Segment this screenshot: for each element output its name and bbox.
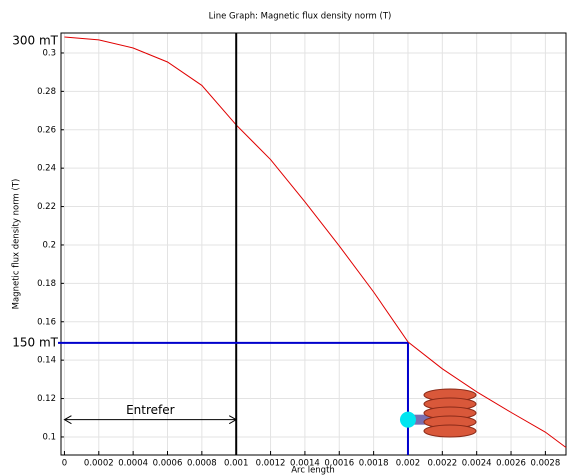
x-tick-label: 0.0016: [324, 459, 354, 469]
y-tick-label: 0.1: [42, 432, 56, 442]
x-tick-label: 0.0026: [496, 459, 526, 469]
y-tick-label: 0.22: [37, 202, 56, 212]
y-tick-label: 0.14: [37, 356, 56, 366]
coil-illustration: [399, 388, 477, 438]
annotation: 300 mT: [12, 34, 58, 48]
x-tick-label: 0.0022: [427, 459, 457, 469]
x-tick-label: 0.0028: [531, 459, 561, 469]
x-tick-label: 0.0006: [153, 459, 183, 469]
x-tick-label: 0.001: [224, 459, 248, 469]
x-tick-label: 0.0018: [359, 459, 389, 469]
x-tick-label: 0.002: [396, 459, 420, 469]
y-tick-label: 0.24: [37, 164, 56, 174]
x-tick-label: 0.0004: [118, 459, 148, 469]
y-tick-label: 0.12: [37, 394, 56, 404]
y-axis-label: Magnetic flux density norm (T): [12, 179, 22, 310]
arrow-head: [63, 415, 238, 425]
x-axis-label: Arc length: [291, 466, 335, 476]
y-tick-label: 0.16: [37, 317, 56, 327]
y-tick-label: 0.3: [42, 48, 56, 58]
x-tick-label: 0.0024: [462, 459, 492, 469]
x-tick-label: 0.0012: [256, 459, 286, 469]
plot-frame: [60, 32, 567, 456]
y-tick-label: 0.28: [37, 87, 56, 97]
probe-point: [399, 411, 416, 428]
data-line: [64, 36, 567, 448]
x-tick-label: 0: [62, 459, 67, 469]
y-tick-label: 0.2: [42, 240, 56, 250]
annotation: 150 mT: [12, 335, 58, 349]
x-tick-label: 0.0008: [187, 459, 217, 469]
x-tick-label: 0.0014: [290, 459, 320, 469]
annotation: Entrefer: [126, 403, 175, 417]
chart-title: Line Graph: Magnetic flux density norm (…: [209, 12, 392, 22]
y-tick-label: 0.26: [37, 125, 56, 135]
y-tick-label: 0.18: [37, 279, 56, 289]
coil-turn: [423, 424, 477, 438]
x-tick-label: 0.0002: [84, 459, 114, 469]
